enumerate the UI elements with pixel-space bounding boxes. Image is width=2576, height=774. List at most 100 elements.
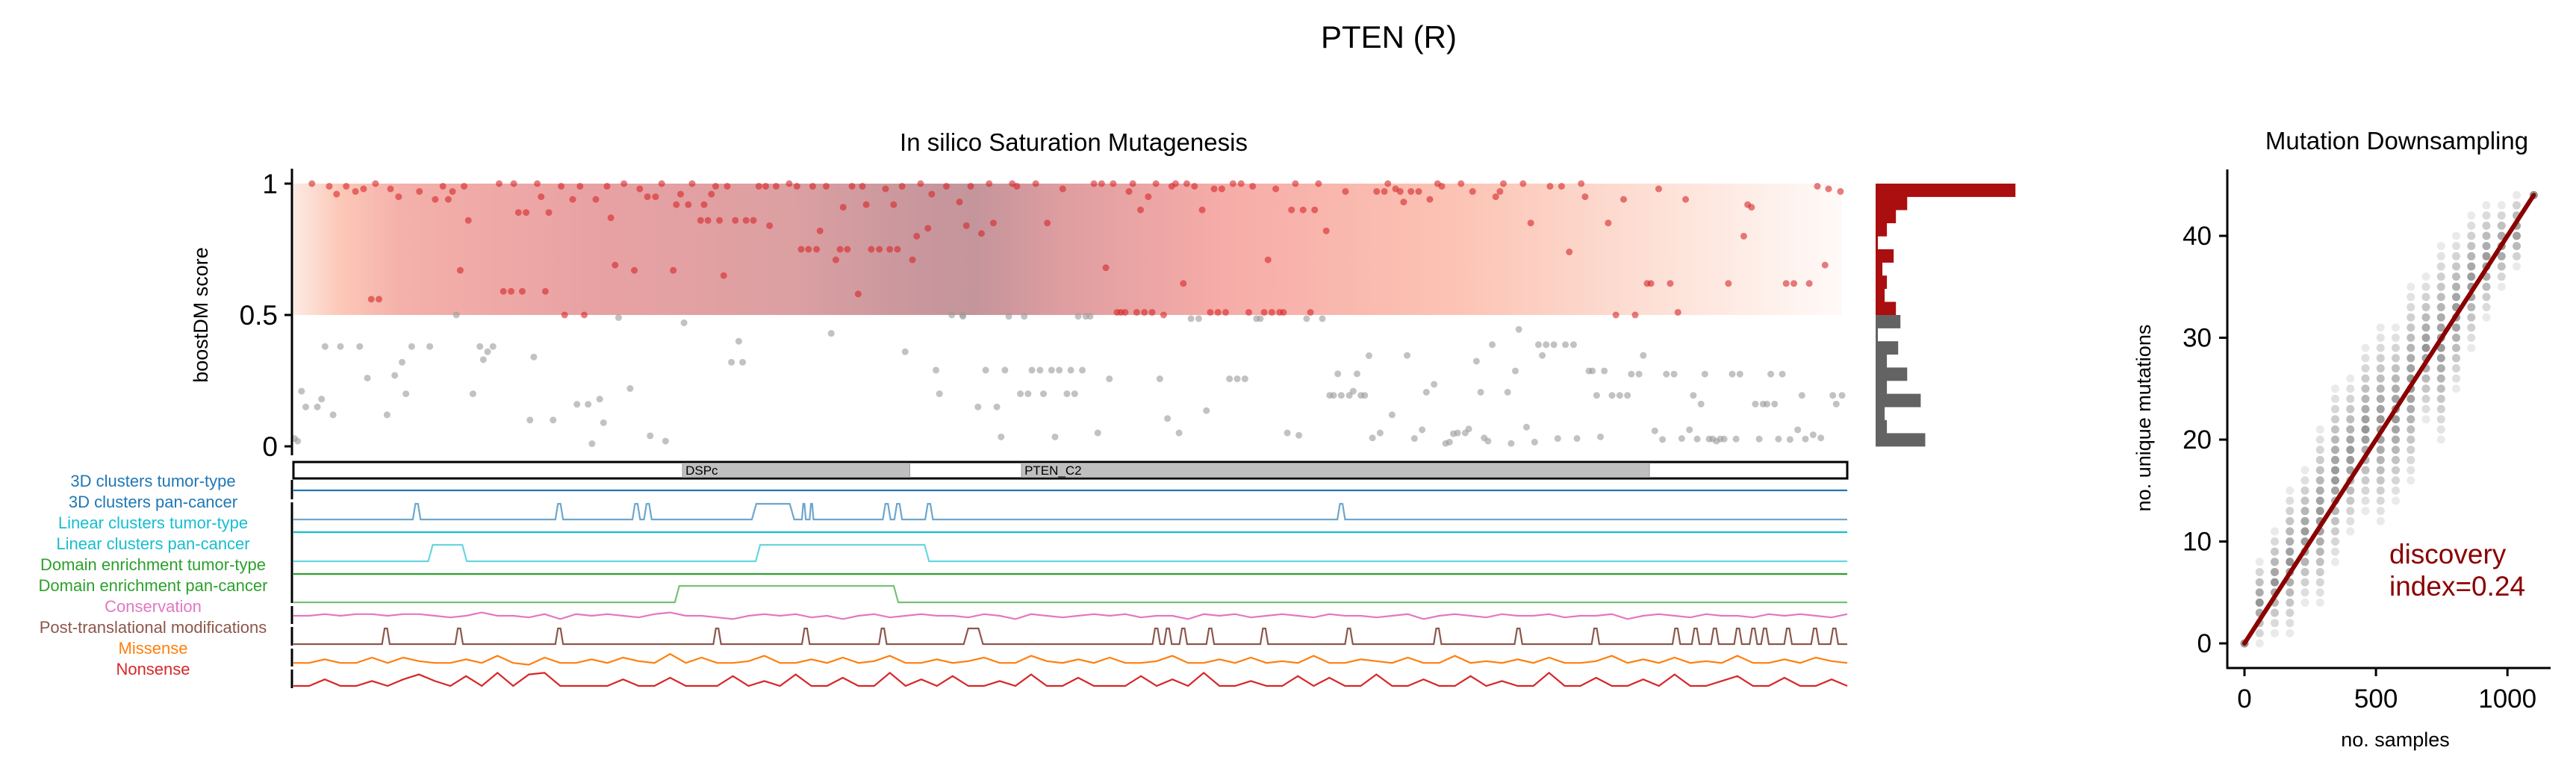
downsample-point [2421, 394, 2430, 403]
driver-point [534, 180, 541, 187]
downsample-point [2376, 466, 2385, 475]
downsample-point [2392, 496, 2401, 505]
downsample-point [2421, 293, 2430, 302]
downsample-point [2407, 303, 2415, 312]
passenger-point [1809, 431, 1817, 439]
passenger-point [1779, 370, 1786, 378]
histogram-bar-passenger [1876, 419, 1888, 434]
driver-point [1210, 185, 1218, 193]
downsample-point [2407, 313, 2415, 322]
x-tick-label: 0 [2237, 684, 2251, 714]
driver-point [1566, 249, 1573, 256]
passenger-point [426, 343, 434, 350]
passenger-point [626, 385, 634, 393]
driver-point [755, 183, 762, 190]
downsample-point [2331, 446, 2340, 455]
downsample-point [2436, 272, 2445, 281]
downsample-point [2331, 425, 2340, 434]
downsample-point [2421, 323, 2430, 332]
downsample-point [2315, 547, 2324, 556]
discovery-label: discovery [2389, 539, 2507, 569]
downsample-point [2421, 405, 2430, 413]
passenger-point [1086, 313, 1094, 320]
passenger-point [1720, 435, 1728, 443]
downsample-point [2407, 415, 2415, 424]
passenger-point [1701, 370, 1708, 378]
downsample-point [2271, 567, 2280, 576]
downsample-point [2331, 516, 2340, 525]
driver-point [962, 222, 970, 229]
passenger-point [329, 411, 337, 419]
track-line [293, 652, 1848, 666]
driver-point [581, 311, 588, 319]
downsample-point [2436, 303, 2445, 312]
downsample-point [2346, 516, 2355, 525]
driver-point [942, 183, 950, 190]
driver-point [561, 311, 568, 319]
downsampling-title: Mutation Downsampling [2265, 127, 2528, 155]
downsample-point [2376, 334, 2385, 342]
downsample-point [2467, 272, 2476, 281]
driver-point [1180, 280, 1187, 287]
fit-line [2242, 193, 2536, 646]
downsample-point [2436, 262, 2445, 271]
driver-point [1791, 280, 1798, 287]
driver-point [1825, 185, 1832, 193]
downsample-point [2361, 507, 2370, 516]
passenger-point [1051, 433, 1059, 440]
passenger-point [1454, 429, 1461, 437]
downsample-point [2421, 313, 2430, 322]
driver-point [1558, 183, 1565, 190]
downsample-point [2286, 628, 2295, 637]
passenger-point [1593, 392, 1600, 399]
driver-point [1814, 183, 1821, 190]
downsample-point [2361, 354, 2370, 363]
downsample-point [2331, 527, 2340, 536]
downsample-point [2315, 507, 2324, 516]
driver-point [886, 246, 894, 253]
downsample-point [2392, 334, 2401, 342]
driver-point [1121, 308, 1129, 316]
track-label: 3D clusters tumor-type [70, 472, 235, 490]
downsample-point [2436, 313, 2445, 322]
downsample-point [2346, 435, 2355, 444]
saturation-ylabel: boostDM score [190, 247, 212, 383]
downsample-point [2452, 231, 2461, 240]
driver-point [1141, 308, 1148, 316]
downsample-point [2436, 384, 2445, 393]
y-tick-label: 20 [2183, 425, 2212, 455]
passenger-point [1640, 352, 1647, 359]
downsample-point [2421, 343, 2430, 352]
passenger-point [573, 401, 581, 408]
driver-point [1407, 188, 1415, 196]
passenger-point [398, 358, 405, 366]
downsample-point [2497, 282, 2506, 291]
driver-point [712, 183, 719, 190]
downsample-point [2315, 598, 2324, 607]
passenger-point [1028, 366, 1036, 374]
histogram-bar-passenger [1876, 433, 1926, 447]
driver-point [1400, 199, 1407, 206]
passenger-point [1829, 392, 1837, 399]
domain-dspc [682, 463, 910, 478]
downsample-point [2467, 231, 2476, 240]
downsample-point [2346, 425, 2355, 434]
downsample-point [2346, 405, 2355, 413]
driver-point [844, 246, 851, 253]
downsample-point [2482, 303, 2491, 312]
passenger-point [1048, 366, 1055, 374]
downsample-point [2286, 507, 2295, 516]
histogram-bar-passenger [1876, 393, 1921, 408]
passenger-point [1284, 429, 1291, 437]
passenger-point [1106, 375, 1113, 383]
passenger-point [1295, 431, 1303, 439]
downsample-point [2376, 496, 2385, 505]
driver-point [1469, 188, 1476, 196]
downsample-point [2376, 476, 2385, 485]
passenger-point [739, 358, 747, 366]
driver-point [1229, 180, 1236, 187]
driver-point [631, 266, 638, 274]
driver-point [816, 227, 824, 234]
downsample-point [2361, 343, 2370, 352]
downsample-point [2300, 507, 2309, 516]
